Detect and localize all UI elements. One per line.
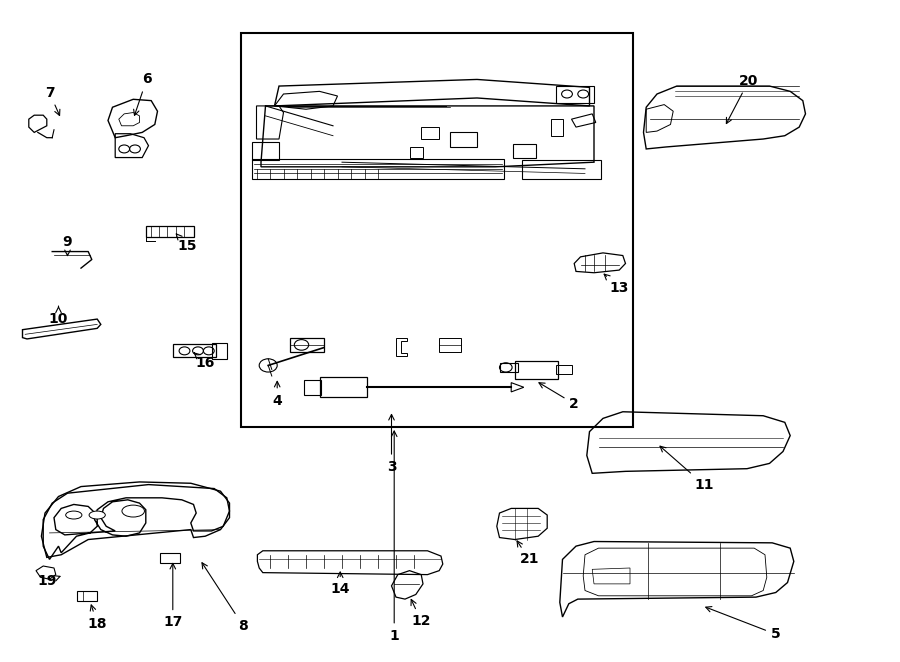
Text: 20: 20	[726, 73, 759, 124]
Text: 4: 4	[273, 381, 282, 408]
Bar	[241, 33, 633, 427]
Text: 13: 13	[604, 274, 629, 295]
Text: 6: 6	[134, 72, 151, 115]
Text: 14: 14	[330, 572, 350, 596]
Text: 16: 16	[194, 353, 215, 370]
Text: 7: 7	[45, 85, 60, 115]
Text: 9: 9	[63, 234, 72, 256]
Text: 21: 21	[517, 541, 539, 567]
Text: 11: 11	[660, 446, 714, 492]
Text: 18: 18	[87, 605, 107, 631]
Text: 12: 12	[411, 600, 431, 628]
Text: 17: 17	[163, 563, 183, 630]
Text: 3: 3	[387, 414, 396, 474]
Text: 5: 5	[706, 606, 780, 641]
Ellipse shape	[66, 511, 82, 519]
Text: 2: 2	[539, 383, 579, 411]
Text: 8: 8	[202, 563, 248, 633]
Text: 10: 10	[49, 307, 68, 326]
Text: 15: 15	[176, 234, 197, 254]
Text: 19: 19	[37, 574, 60, 589]
Text: 1: 1	[390, 431, 399, 643]
Ellipse shape	[89, 511, 105, 519]
Ellipse shape	[122, 505, 144, 517]
